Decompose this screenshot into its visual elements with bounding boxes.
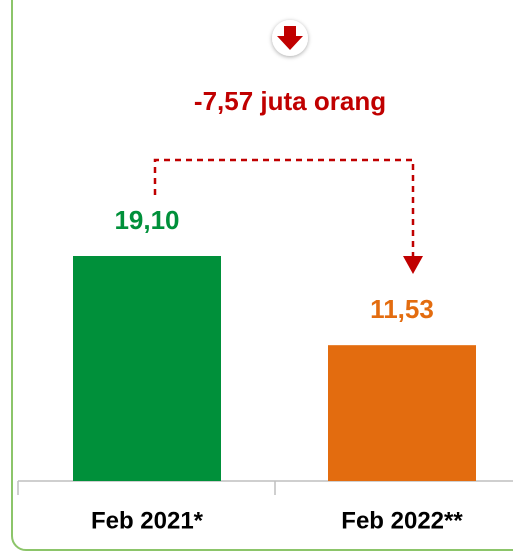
x-tick-label: Feb 2021* — [91, 507, 204, 534]
value-label: 19,10 — [114, 205, 179, 235]
annotation: -7,57 juta orang — [194, 86, 386, 116]
value-label: 11,53 — [370, 294, 434, 324]
bar — [73, 256, 221, 481]
down-arrow-icon — [277, 26, 303, 50]
x-tick-label: Feb 2022** — [341, 507, 463, 534]
bar — [328, 345, 476, 481]
connector — [153, 158, 415, 258]
connector-arrowhead — [403, 256, 423, 274]
